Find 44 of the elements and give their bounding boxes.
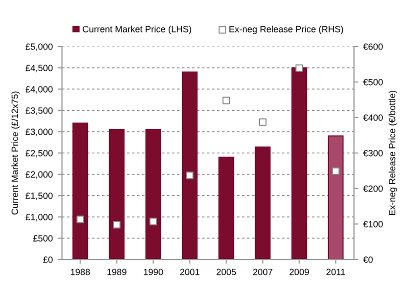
y-tick-label: £1,000 — [26, 214, 53, 222]
bar — [72, 122, 88, 260]
x-tick-label: 2007 — [253, 268, 272, 276]
y2-tick-label: €600 — [363, 43, 383, 50]
x-tick-label: 1988 — [70, 268, 90, 276]
y-tick-label: £2,500 — [26, 150, 53, 158]
point — [76, 216, 84, 224]
x-tick-label: 1990 — [144, 268, 163, 276]
x-tick-label: 1989 — [107, 268, 126, 276]
point — [186, 172, 194, 180]
y-tick-label: £500 — [33, 235, 53, 242]
bar — [291, 67, 308, 260]
y-tick-label: £1,500 — [26, 192, 53, 200]
y2-tick-label: €200 — [363, 185, 383, 192]
x-tick-label: 2011 — [326, 268, 346, 276]
y-tick-label: £3,500 — [26, 107, 53, 115]
point — [113, 220, 120, 228]
y2-tick-label: €400 — [363, 114, 383, 121]
y-tick-label: £3,000 — [26, 128, 53, 136]
y2-tick-label: €0 — [363, 256, 373, 263]
y-tick-label: £4,000 — [26, 86, 53, 94]
y-tick-label: £4,500 — [26, 64, 53, 72]
y-tick-label: £2,000 — [26, 171, 53, 179]
point — [150, 218, 157, 226]
bar — [218, 156, 234, 260]
bar — [328, 135, 344, 260]
x-tick-label: 2009 — [290, 268, 309, 276]
bar — [108, 129, 125, 260]
legend-label: Current Market Price (LHS) — [82, 26, 192, 34]
x-tick-label: 2005 — [216, 268, 236, 276]
y-tick-label: £5,000 — [26, 43, 53, 51]
x-tick-label: 2001 — [180, 268, 200, 276]
point — [332, 167, 340, 175]
legend-label: Ex-neg Release Price (RHS) — [229, 26, 344, 34]
y2-tick-label: €500 — [363, 78, 383, 86]
y2-tick-label: €300 — [363, 150, 383, 156]
y2-axis-title: Ex-neg Release Price (€/bottle) — [388, 90, 398, 215]
bar — [182, 72, 198, 260]
bar — [254, 146, 271, 260]
point — [296, 64, 303, 72]
bar — [145, 129, 162, 260]
y2-tick-label: €100 — [363, 220, 383, 228]
y-axis-title: Current Market Price (£/12x75) — [11, 92, 20, 214]
y-tick-label: £0 — [43, 256, 53, 263]
